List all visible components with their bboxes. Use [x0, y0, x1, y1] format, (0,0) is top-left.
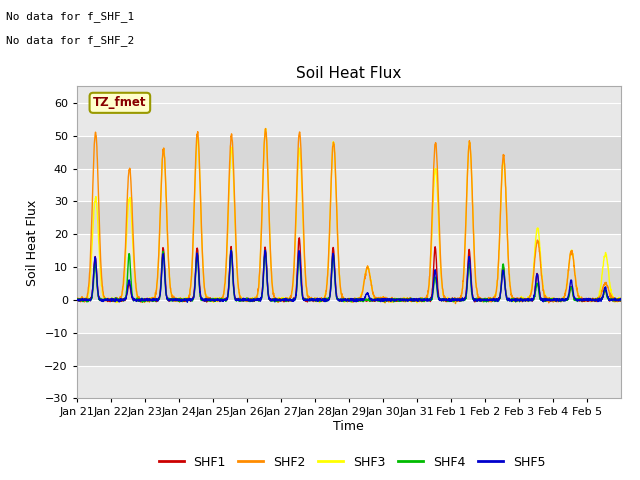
Bar: [77, 168, 621, 201]
Bar: [77, 136, 621, 168]
Bar: [77, 103, 621, 136]
SHF1: [617, 297, 625, 303]
Line: SHF1: SHF1: [77, 238, 621, 302]
SHF4: [127, 278, 135, 284]
Bar: [77, 366, 621, 398]
SHF2: [73, 297, 81, 303]
Bar: [77, 300, 621, 333]
SHF4: [245, 297, 253, 302]
SHF4: [617, 296, 625, 302]
Bar: [77, 234, 621, 267]
Bar: [77, 333, 621, 366]
SHF2: [617, 296, 625, 302]
SHF5: [610, 297, 618, 302]
SHF4: [610, 297, 618, 302]
SHF3: [544, 294, 552, 300]
SHF3: [381, 299, 389, 304]
Y-axis label: Soil Heat Flux: Soil Heat Flux: [26, 199, 38, 286]
SHF1: [296, 235, 303, 240]
SHF4: [139, 300, 147, 305]
SHF5: [513, 298, 521, 303]
Text: TZ_fmet: TZ_fmet: [93, 96, 147, 109]
SHF2: [513, 295, 521, 301]
SHF2: [544, 296, 552, 302]
SHF4: [227, 247, 235, 253]
Legend: SHF1, SHF2, SHF3, SHF4, SHF5: SHF1, SHF2, SHF3, SHF4, SHF5: [154, 451, 550, 474]
SHF3: [610, 295, 618, 301]
SHF5: [382, 297, 390, 303]
Line: SHF3: SHF3: [77, 129, 621, 303]
SHF1: [513, 297, 521, 303]
SHF5: [262, 248, 269, 253]
Line: SHF4: SHF4: [77, 250, 621, 302]
Title: Soil Heat Flux: Soil Heat Flux: [296, 66, 401, 81]
SHF1: [203, 299, 211, 305]
SHF1: [127, 290, 135, 296]
Line: SHF5: SHF5: [77, 251, 621, 302]
SHF5: [127, 289, 135, 295]
SHF3: [244, 298, 252, 303]
Text: No data for f_SHF_1: No data for f_SHF_1: [6, 11, 134, 22]
SHF1: [610, 297, 618, 302]
SHF1: [382, 297, 390, 302]
SHF1: [73, 297, 81, 303]
SHF2: [127, 184, 135, 190]
SHF3: [513, 298, 521, 303]
SHF1: [245, 297, 253, 302]
SHF2: [610, 297, 618, 302]
SHF5: [544, 297, 552, 302]
SHF3: [127, 209, 135, 215]
SHF4: [544, 297, 552, 302]
Line: SHF2: SHF2: [77, 129, 621, 303]
SHF3: [73, 298, 81, 303]
Text: No data for f_SHF_2: No data for f_SHF_2: [6, 35, 134, 46]
Bar: [77, 267, 621, 300]
SHF5: [73, 297, 81, 302]
SHF2: [381, 299, 389, 304]
SHF3: [413, 300, 420, 306]
SHF5: [245, 297, 253, 302]
SHF3: [617, 297, 625, 302]
SHF2: [262, 126, 269, 132]
X-axis label: Time: Time: [333, 420, 364, 433]
SHF2: [244, 297, 252, 303]
SHF4: [73, 296, 81, 302]
SHF5: [617, 297, 625, 302]
SHF2: [452, 300, 460, 306]
SHF4: [382, 296, 390, 302]
SHF3: [262, 126, 269, 132]
SHF1: [544, 297, 552, 302]
SHF4: [513, 298, 521, 303]
Bar: [77, 201, 621, 234]
SHF5: [184, 300, 191, 305]
